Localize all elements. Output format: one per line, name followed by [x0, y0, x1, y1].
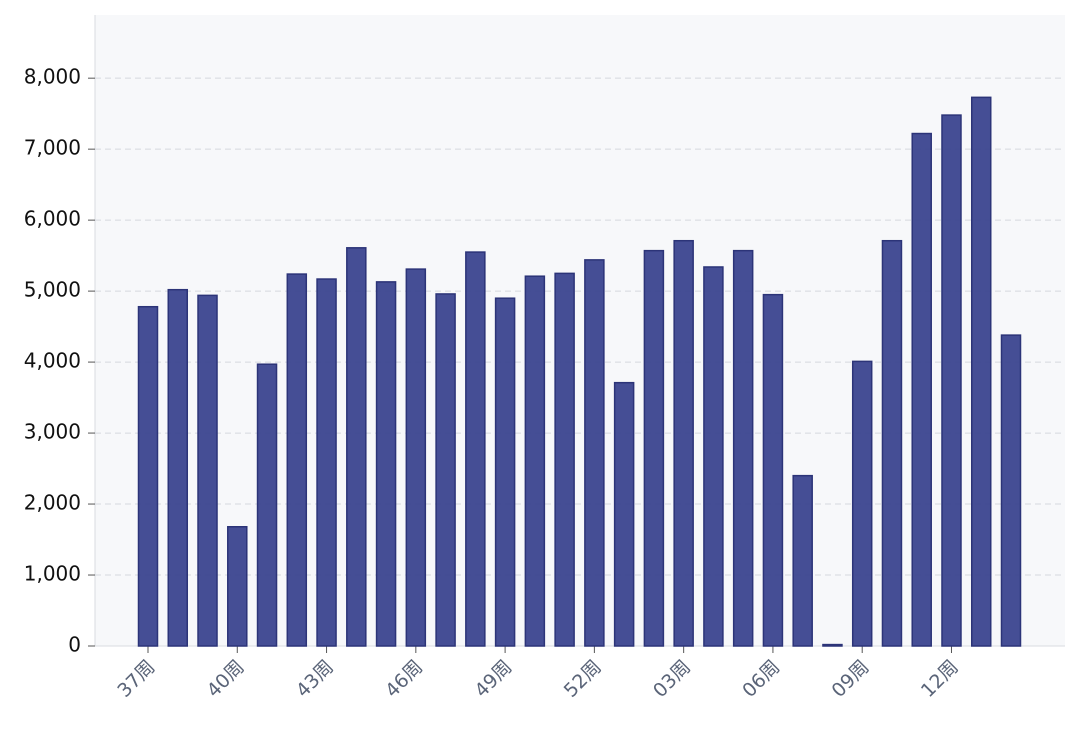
x-tick-label: 40周	[203, 656, 249, 702]
x-tick-label: 49周	[470, 656, 516, 702]
y-tick-label: 5,000	[24, 278, 81, 302]
y-tick-label: 6,000	[24, 207, 81, 231]
bar	[613, 381, 635, 647]
y-tick-label: 8,000	[24, 65, 81, 89]
bar	[941, 114, 962, 647]
x-tick-label: 37周	[113, 656, 159, 702]
plot-area	[95, 15, 1065, 646]
bar	[792, 474, 813, 647]
bar	[137, 305, 159, 647]
bar	[375, 281, 397, 647]
bar	[465, 251, 486, 647]
y-tick-label: 2,000	[24, 491, 81, 515]
y-tick-label: 0	[68, 633, 81, 657]
bar	[197, 294, 218, 647]
bar	[703, 266, 724, 647]
bar	[316, 278, 337, 647]
bar	[346, 247, 367, 647]
bar	[643, 249, 665, 647]
bar	[227, 526, 248, 647]
bar	[762, 293, 784, 647]
x-tick-label: 46周	[381, 656, 427, 702]
bar	[256, 363, 278, 647]
y-tick-label: 3,000	[24, 420, 81, 444]
bar	[1000, 334, 1022, 647]
y-tick-label: 1,000	[24, 562, 81, 586]
bar	[286, 273, 308, 647]
bar	[851, 360, 873, 647]
bar	[673, 239, 694, 647]
x-tick-label: 43周	[292, 656, 338, 702]
bar	[167, 288, 189, 647]
x-tick-label: 03周	[649, 656, 695, 702]
x-tick-label: 06周	[738, 656, 784, 702]
y-tick-label: 7,000	[24, 136, 81, 160]
x-tick-label: 09周	[828, 656, 874, 702]
bar	[822, 643, 843, 647]
x-tick-label: 52周	[560, 656, 606, 702]
bar	[554, 272, 575, 647]
bar	[405, 268, 427, 647]
bar	[524, 275, 546, 647]
bar	[970, 96, 992, 647]
y-tick-label: 4,000	[24, 349, 81, 373]
x-tick-label: 12周	[917, 656, 963, 702]
bar	[881, 239, 903, 647]
bar	[732, 249, 754, 647]
bar	[911, 132, 932, 647]
bar	[584, 259, 605, 647]
bar	[435, 293, 456, 647]
bar	[494, 297, 516, 647]
